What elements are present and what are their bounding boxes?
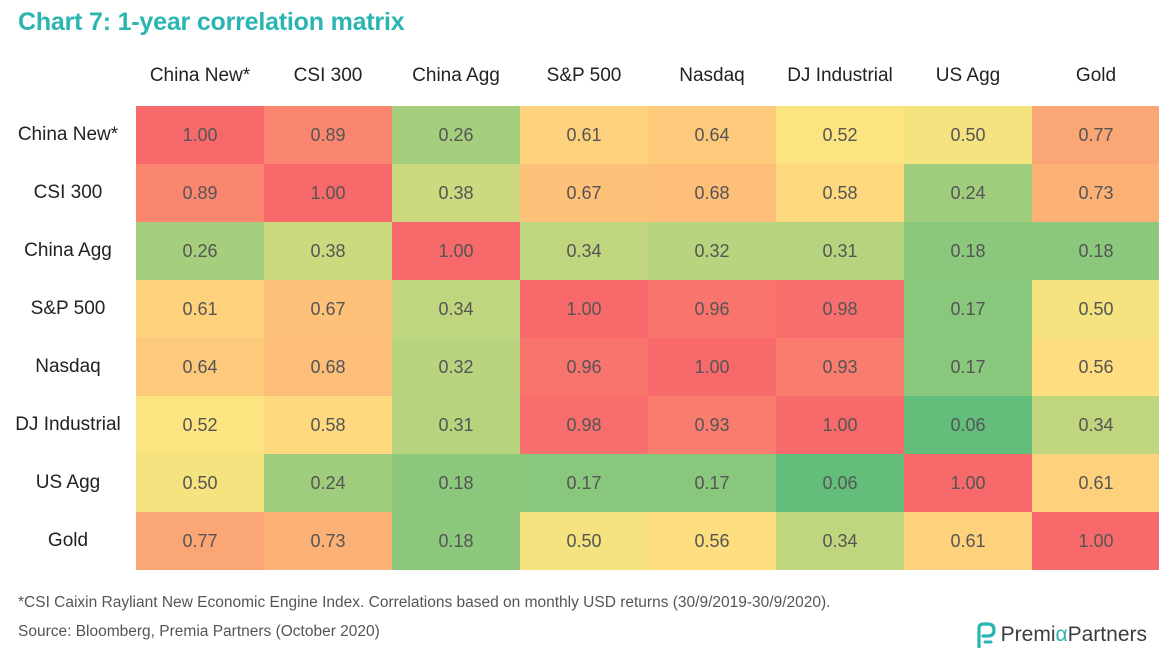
heatmap-cell: 0.06 [776, 454, 904, 512]
heatmap-cell: 0.17 [520, 454, 648, 512]
heatmap-cell: 0.18 [904, 222, 1032, 280]
column-header: US Agg [935, 65, 1001, 86]
heatmap-cell: 0.61 [520, 106, 648, 164]
row-header: CSI 300 [33, 182, 103, 203]
logo-text-alpha: α [1055, 623, 1068, 646]
heatmap-cell: 0.50 [904, 106, 1032, 164]
heatmap-cell: 1.00 [392, 222, 520, 280]
heatmap-cell: 1.00 [520, 280, 648, 338]
heatmap-cell: 0.61 [904, 512, 1032, 570]
heatmap-cell: 0.06 [904, 396, 1032, 454]
footnote: *CSI Caixin Rayliant New Economic Engine… [18, 594, 831, 611]
heatmap-cell: 0.77 [1032, 106, 1159, 164]
heatmap-cell: 1.00 [136, 106, 264, 164]
heatmap-cell: 0.64 [136, 338, 264, 396]
heatmap-cell: 0.31 [392, 396, 520, 454]
column-header: S&P 500 [546, 65, 622, 86]
heatmap-cell: 0.38 [392, 164, 520, 222]
heatmap-cell: 0.73 [264, 512, 392, 570]
row-header: Nasdaq [35, 356, 101, 377]
row-header: S&P 500 [30, 298, 106, 319]
column-header: China New* [149, 65, 251, 86]
heatmap-cell: 0.56 [1032, 338, 1159, 396]
logo-text-part2: Partners [1067, 623, 1147, 646]
heatmap-cell: 0.17 [904, 280, 1032, 338]
column-header: China Agg [412, 65, 500, 86]
heatmap-cell: 0.26 [136, 222, 264, 280]
heatmap-cell: 0.96 [520, 338, 648, 396]
row-header: China Agg [24, 240, 112, 261]
column-header: DJ Industrial [787, 65, 893, 86]
heatmap-cell: 0.50 [520, 512, 648, 570]
heatmap-cell: 0.31 [776, 222, 904, 280]
row-header: DJ Industrial [15, 414, 121, 435]
logo-mark-icon [977, 622, 996, 648]
heatmap-cell: 0.58 [264, 396, 392, 454]
heatmap-cell: 0.24 [904, 164, 1032, 222]
heatmap-cell: 0.98 [520, 396, 648, 454]
heatmap-cell: 0.68 [264, 338, 392, 396]
heatmap-cell: 0.50 [1032, 280, 1159, 338]
heatmap-cell: 0.17 [904, 338, 1032, 396]
heatmap-cell: 0.67 [520, 164, 648, 222]
heatmap-cell: 0.61 [136, 280, 264, 338]
heatmap-cell: 1.00 [1032, 512, 1159, 570]
heatmap-cell: 0.64 [648, 106, 776, 164]
heatmap-cell: 1.00 [904, 454, 1032, 512]
heatmap-cell: 0.93 [648, 396, 776, 454]
source-note: Source: Bloomberg, Premia Partners (Octo… [18, 623, 380, 640]
corner-cell [0, 48, 136, 106]
heatmap-cell: 0.34 [520, 222, 648, 280]
column-header: Gold [1075, 65, 1117, 86]
heatmap-cell: 0.61 [1032, 454, 1159, 512]
heatmap-cell: 0.96 [648, 280, 776, 338]
logo-text-part1: Premi [1000, 623, 1056, 646]
heatmap-cell: 0.18 [1032, 222, 1159, 280]
heatmap-cell: 0.58 [776, 164, 904, 222]
heatmap-cell: 0.56 [648, 512, 776, 570]
premia-partners-logo: Premi α Partners [975, 622, 1147, 648]
row-header: China New* [17, 124, 119, 145]
column-header: Nasdaq [679, 65, 745, 86]
row-header: US Agg [35, 472, 101, 493]
heatmap-cell: 0.52 [136, 396, 264, 454]
heatmap-cell: 0.89 [136, 164, 264, 222]
heatmap-cell: 0.26 [392, 106, 520, 164]
heatmap-cell: 0.89 [264, 106, 392, 164]
heatmap-cell: 0.34 [392, 280, 520, 338]
heatmap-cell: 0.18 [392, 512, 520, 570]
heatmap-cell: 1.00 [264, 164, 392, 222]
heatmap-cell: 1.00 [648, 338, 776, 396]
heatmap-cell: 0.77 [136, 512, 264, 570]
heatmap-cell: 0.93 [776, 338, 904, 396]
heatmap-cell: 0.73 [1032, 164, 1159, 222]
heatmap-cell: 0.18 [392, 454, 520, 512]
heatmap-cell: 0.50 [136, 454, 264, 512]
heatmap-cell: 0.32 [648, 222, 776, 280]
heatmap-cell: 0.68 [648, 164, 776, 222]
column-header: CSI 300 [293, 65, 363, 86]
heatmap-cell: 0.38 [264, 222, 392, 280]
chart-title: Chart 7: 1-year correlation matrix [18, 8, 405, 36]
row-header: Gold [47, 530, 89, 551]
heatmap-cell: 0.17 [648, 454, 776, 512]
correlation-heatmap: China New* CSI 300 China Agg S&P 500 Nasdaq D… [0, 48, 1159, 570]
heatmap-cell: 0.34 [1032, 396, 1159, 454]
heatmap-cell: 0.24 [264, 454, 392, 512]
heatmap-cell: 0.34 [776, 512, 904, 570]
heatmap-cell: 0.32 [392, 338, 520, 396]
heatmap-cell: 1.00 [776, 396, 904, 454]
heatmap-cell: 0.52 [776, 106, 904, 164]
heatmap-cell: 0.67 [264, 280, 392, 338]
heatmap-cell: 0.98 [776, 280, 904, 338]
